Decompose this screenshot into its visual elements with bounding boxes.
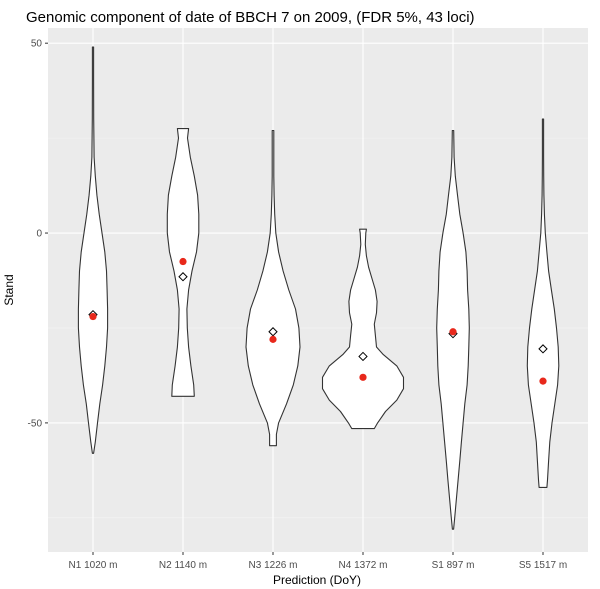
mean-point <box>269 335 277 343</box>
mean-point <box>359 373 367 381</box>
chart-title: Genomic component of date of BBCH 7 on 2… <box>26 9 475 26</box>
x-tick-label: S5 1517 m <box>519 560 567 571</box>
mean-point <box>539 377 547 385</box>
y-axis-title: Stand <box>2 274 16 305</box>
x-tick-label: N4 1372 m <box>339 560 388 571</box>
x-axis-title: Prediction (DoY) <box>273 573 361 587</box>
x-tick-label: N2 1140 m <box>159 560 207 571</box>
violin-shape <box>526 118 560 488</box>
mean-point <box>89 312 97 321</box>
x-tick-label: S1 897 m <box>432 560 475 571</box>
violin-shape <box>245 129 301 447</box>
violins <box>77 46 560 530</box>
x-tick-label: N1 1020 m <box>69 560 118 571</box>
diamond-marker <box>538 344 548 354</box>
diamond-marker <box>358 351 368 362</box>
violin-shape <box>321 228 405 430</box>
y-tick-label: 0 <box>36 229 42 240</box>
mean-point <box>449 328 457 336</box>
y-axis: -50 0 50 <box>28 39 48 429</box>
mean-point <box>179 257 187 266</box>
x-axis: N1 1020 m N2 1140 m N3 1226 m N4 1372 m S1 8… <box>69 552 567 571</box>
violin-shape <box>77 46 109 454</box>
y-tick-label: 50 <box>31 39 43 50</box>
y-tick-label: -50 <box>28 418 43 429</box>
diamond-marker <box>178 272 188 282</box>
x-tick-label: N3 1226 m <box>249 560 298 571</box>
plot-panel <box>48 28 588 552</box>
